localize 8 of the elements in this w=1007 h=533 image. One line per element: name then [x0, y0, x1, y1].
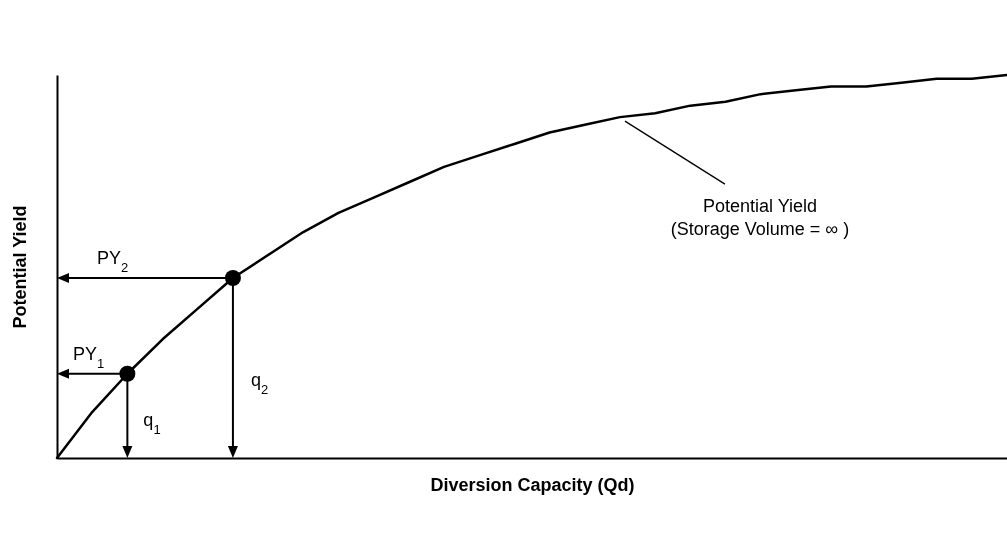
- x-axis-title: Diversion Capacity (Qd): [430, 474, 635, 495]
- annotation: PY$_{2}$: [97, 247, 129, 275]
- annotation: (Storage Volume = ∞ ): [670, 219, 850, 240]
- y-axis-title: Potential Yield: [9, 205, 30, 329]
- annotation: Potential Yield: [702, 196, 818, 217]
- annotation: PY$_{1}$: [73, 343, 105, 371]
- annotation: q$_{2}$: [250, 369, 269, 397]
- annotation: q$_{1}$: [143, 409, 161, 437]
